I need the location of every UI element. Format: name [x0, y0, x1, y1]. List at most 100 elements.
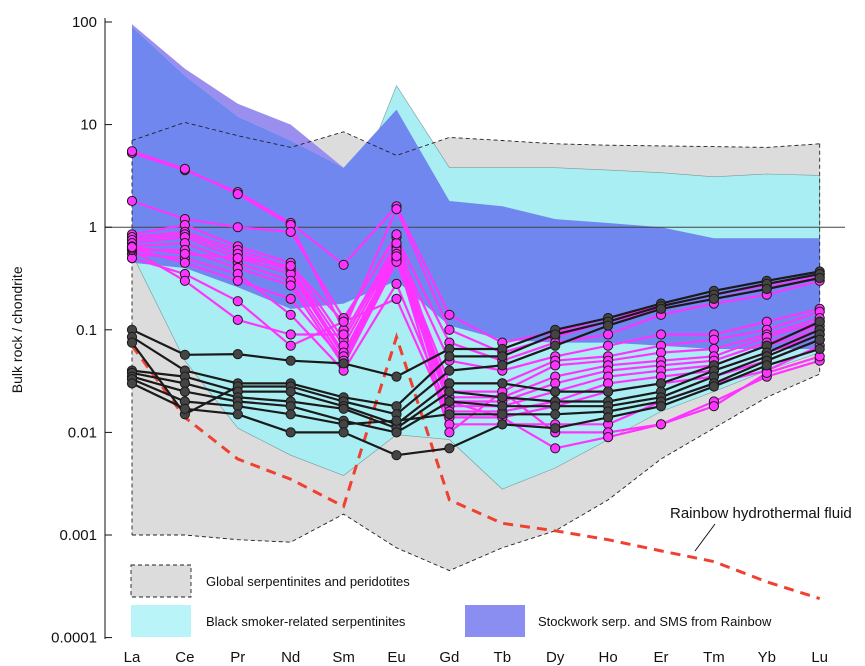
black-series-point-8-Yb	[761, 360, 772, 371]
magenta-series-point-14-Ho	[603, 432, 614, 443]
black-series-point-1-Ce	[179, 349, 190, 360]
magenta-series-point-2-Pr	[232, 189, 243, 200]
x-tick-label-La: La	[124, 649, 141, 666]
field-stockwork-rainbow	[132, 26, 820, 349]
black-series-point-2-Gd	[444, 351, 455, 362]
magenta-series-point-2-La	[126, 146, 138, 157]
magenta-series-point-3-La	[126, 195, 138, 207]
black-series-point-8-Tb	[497, 419, 508, 430]
magenta-series-line-9	[132, 248, 821, 408]
x-tick-label-Lu: Lu	[811, 649, 828, 666]
magenta-series-point-14-Ce	[179, 248, 190, 259]
magenta-series-line-13	[131, 247, 821, 434]
black-series-point-8-Ho	[603, 412, 614, 423]
magenta-series-point-12-Nd	[285, 329, 296, 340]
x-tick-label-Sm: Sm	[332, 649, 355, 666]
black-series-point-4-Dy	[550, 386, 561, 397]
black-series-point-1-Pr	[232, 349, 243, 360]
x-tick-label-Ho: Ho	[599, 649, 618, 666]
black-series-point-1-Nd	[285, 355, 296, 366]
x-tick-label-Yb: Yb	[758, 649, 776, 666]
magenta-series-point-2-Gd	[444, 324, 455, 335]
x-tick-label-Dy: Dy	[546, 649, 565, 666]
black-series-point-2-Dy	[550, 329, 561, 340]
magenta-series-point-11-Eu	[391, 293, 402, 304]
black-series-point-8-Lu	[814, 343, 825, 355]
legend-label-global: Global serpentinites and peridotites	[206, 574, 410, 589]
black-series-point-4-Tb	[497, 378, 508, 389]
black-series-point-7-Tb	[497, 409, 508, 420]
black-series-point-8-La	[126, 378, 138, 389]
black-series-line-3	[131, 276, 820, 416]
legend-swatch-global	[130, 564, 192, 598]
black-series-line-7	[131, 338, 821, 426]
x-tick-label-Tb: Tb	[494, 649, 512, 666]
magenta-series-line-8	[131, 242, 821, 403]
magenta-series-point-2-Eu	[391, 204, 402, 215]
y-tick-label-0.001: 0.001	[59, 527, 97, 544]
fluid-label-pointer	[694, 523, 716, 552]
black-series-point-4-Ho	[603, 386, 614, 397]
x-tick-label-Ce: Ce	[175, 649, 194, 666]
black-series-point-3-Ho	[603, 320, 614, 331]
black-series-point-8-Sm	[338, 427, 349, 438]
black-series-line-2	[131, 272, 820, 408]
black-series-point-8-Gd	[444, 443, 455, 454]
black-series-point-5-Gd	[444, 386, 455, 397]
series-fluid-line	[130, 332, 821, 601]
black-series-point-8-Er	[655, 401, 667, 412]
black-series-line-1	[131, 270, 820, 378]
fluid-label: Rainbow hydrothermal fluid	[670, 505, 852, 522]
black-series-point-8-Tm	[708, 381, 720, 392]
magenta-series-point-14-Tm	[708, 401, 720, 412]
magenta-series-point-4-Ho	[603, 340, 614, 351]
magenta-series-point-3-Pr	[232, 222, 243, 233]
black-series-point-8-Nd	[285, 427, 296, 438]
magenta-series-point-11-Pr	[232, 296, 243, 307]
magenta-series-point-3-Nd	[285, 226, 296, 237]
y-tick-label-10: 10	[80, 117, 97, 134]
black-series-point-7-Eu	[391, 415, 402, 426]
black-series-line-8	[131, 347, 821, 457]
y-tick-label-0.01: 0.01	[68, 424, 97, 441]
magenta-series-point-3-Ho	[603, 329, 614, 340]
y-tick-label-0.1: 0.1	[76, 322, 97, 339]
magenta-series-point-13-Nd	[285, 293, 296, 304]
legend-swatch-stockwork	[465, 605, 525, 637]
x-tick-label-Pr: Pr	[230, 649, 245, 666]
magenta-series-point-6-Dy	[550, 360, 561, 371]
black-series-point-3-Tb	[497, 360, 508, 371]
x-tick-label-Tm: Tm	[703, 649, 725, 666]
magenta-series-point-14-Er	[655, 419, 667, 430]
legend-layer: Global serpentinites and peridotites Blac…	[130, 564, 772, 637]
black-series-point-8-Ce	[179, 403, 190, 414]
black-series-line-4	[131, 320, 821, 426]
black-series-line-5	[131, 328, 821, 430]
magenta-series-line-14	[131, 233, 821, 450]
y-tick-label-100: 100	[72, 14, 97, 31]
black-series-point-7-Dy	[550, 409, 561, 420]
x-tick-label-Er: Er	[654, 649, 669, 666]
magenta-series-point-14-Eu	[391, 229, 402, 240]
annotation-layer: Rainbow hydrothermal fluid	[670, 505, 852, 552]
magenta-series-point-14-Pr	[232, 253, 243, 264]
black-series-point-8-Dy	[550, 423, 561, 434]
magenta-series-point-12-Sm	[338, 329, 349, 340]
y-tick-label-0.0001: 0.0001	[51, 630, 97, 647]
black-series-point-3-Er	[655, 303, 667, 314]
black-series-point-8-Eu	[391, 450, 402, 461]
black-series-point-4-Nd	[285, 386, 296, 397]
black-series-point-5-Tb	[497, 392, 508, 403]
black-series-point-3-Gd	[444, 365, 455, 376]
black-series-point-1-Sm	[338, 358, 349, 369]
y-tick-label-1: 1	[89, 219, 97, 236]
black-series-point-8-Pr	[232, 409, 243, 420]
magenta-series-line-6	[131, 233, 821, 393]
x-tick-label-Nd: Nd	[281, 649, 300, 666]
legend-swatch-black-smoker	[131, 605, 191, 637]
magenta-series-point-13-Eu	[391, 251, 402, 262]
magenta-series-point-14-La	[126, 242, 138, 253]
legend-label-black-smoker: Black smoker-related serpentinites	[206, 614, 406, 629]
black-series-point-5-Sm	[338, 403, 349, 414]
black-series-point-3-La	[126, 337, 138, 348]
